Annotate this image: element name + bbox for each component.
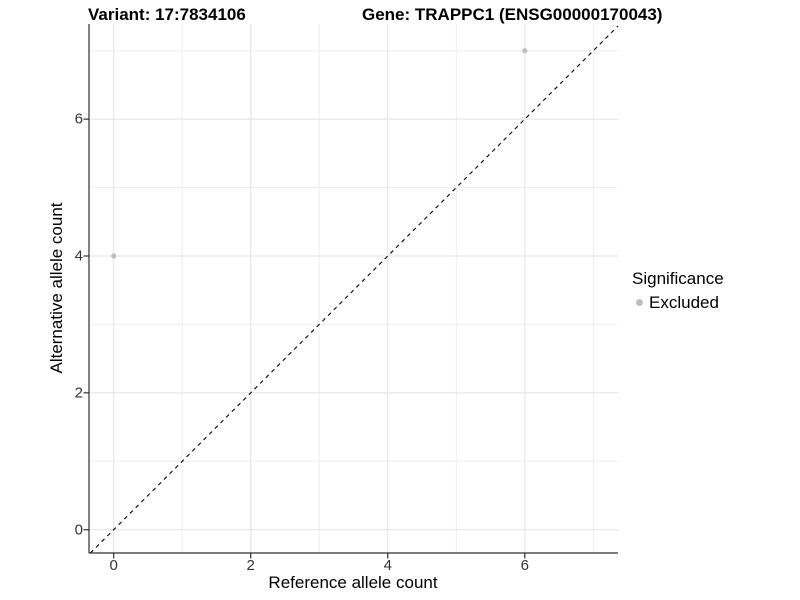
legend-title: Significance [632,269,724,288]
data-point [522,48,528,54]
plot-title-variant: Variant: 17:7834106 [88,5,246,24]
legend-item-label: Excluded [649,293,719,312]
y-axis-label: Alternative allele count [47,202,66,374]
x-tick-label: 4 [383,557,392,574]
data-point [111,253,117,259]
y-tick-label: 2 [74,384,83,402]
x-tick-label: 2 [246,557,255,574]
x-tick-label: 6 [520,557,529,574]
y-tick-label: 0 [74,521,83,539]
legend-point-icon [636,299,643,306]
identity-line [89,25,619,554]
y-tick-label: 4 [74,247,83,265]
x-tick-label: 0 [109,557,118,574]
y-tick-label: 6 [74,110,83,128]
legend: Significance Excluded [632,268,724,313]
plot-title-gene: Gene: TRAPPC1 (ENSG00000170043) [362,5,663,24]
x-axis-label: Reference allele count [268,573,438,592]
legend-item-excluded: Excluded [632,292,724,313]
